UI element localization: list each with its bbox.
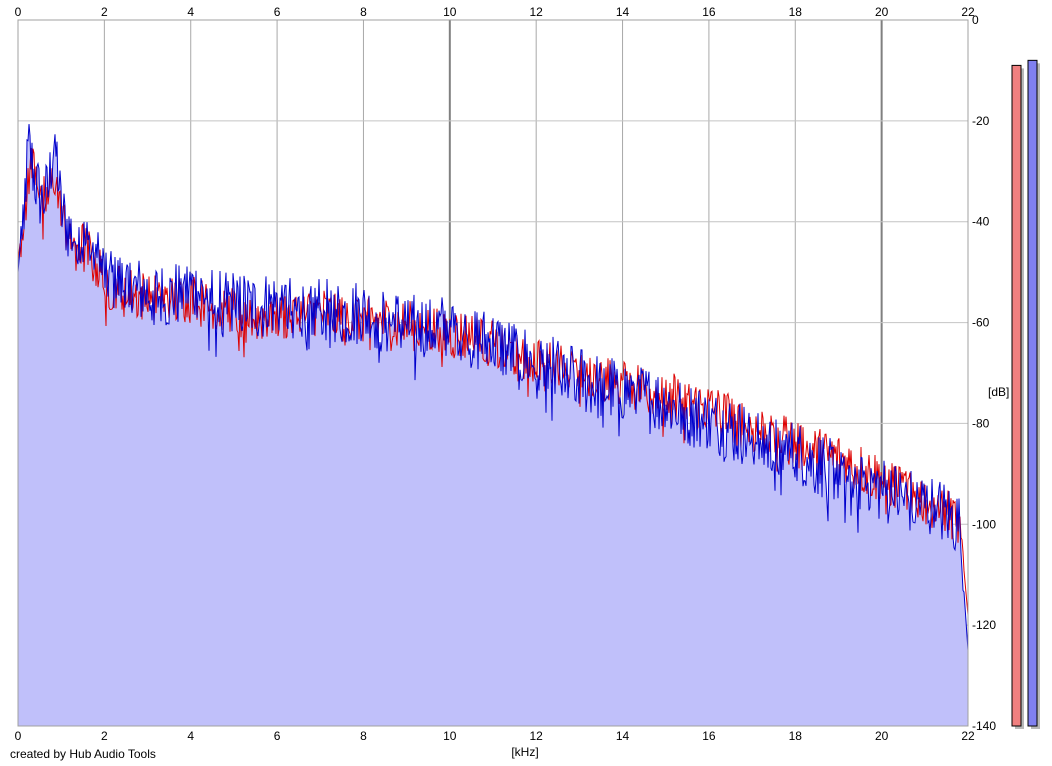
y-tick-label: -40	[972, 215, 990, 229]
level-meters	[1011, 59, 1040, 730]
y-tick-labels: 0 -20 -40 -60 -80 -100 -120 -140	[972, 13, 996, 733]
y-tick-label: -120	[972, 618, 996, 632]
credit-text: created by Hub Audio Tools	[10, 747, 156, 761]
spectrum-area-fill	[18, 124, 968, 727]
y-tick-label: -20	[972, 114, 990, 128]
level-meter-bar	[1011, 64, 1022, 727]
x-tick-label-bottom: 16	[702, 729, 716, 743]
x-tick-label-bottom: 14	[616, 729, 630, 743]
x-tick-label-bottom: 10	[443, 729, 457, 743]
x-tick-label-top: 14	[616, 5, 630, 19]
y-tick-label: -140	[972, 719, 996, 733]
y-axis-label: [dB]	[988, 385, 1009, 399]
plot-frame	[17, 19, 969, 727]
x-tick-label-top: 20	[875, 5, 889, 19]
y-tick-label: -100	[972, 517, 996, 531]
x-tick-label-bottom: 0	[15, 729, 22, 743]
x-tick-label-top: 10	[443, 5, 457, 19]
x-tick-labels-bottom: 0 2 4 6 8 10 12 14 16 18 20 22	[15, 729, 975, 743]
x-tick-label-bottom: 18	[789, 729, 803, 743]
x-tick-label-top: 2	[101, 5, 108, 19]
x-tick-label-bottom: 12	[530, 729, 544, 743]
blue-channel-line	[17, 124, 969, 651]
x-tick-label-bottom: 6	[274, 729, 281, 743]
x-tick-label-bottom: 2	[101, 729, 108, 743]
x-tick-label-bottom: 4	[187, 729, 194, 743]
x-tick-label-top: 8	[360, 5, 367, 19]
y-tick-label: -60	[972, 316, 990, 330]
x-tick-label-top: 0	[15, 5, 22, 19]
x-tick-label-top: 12	[530, 5, 544, 19]
x-tick-labels-top: 0 2 4 6 8 10 12 14 16 18 20 22	[15, 5, 975, 19]
x-tick-label-top: 4	[187, 5, 194, 19]
x-tick-label-top: 22	[961, 5, 975, 19]
level-meter-bar	[1027, 59, 1038, 727]
x-tick-label-top: 6	[274, 5, 281, 19]
y-tick-label: -80	[972, 416, 990, 430]
x-tick-label-bottom: 20	[875, 729, 889, 743]
x-tick-label-top: 16	[702, 5, 716, 19]
x-tick-label-bottom: 22	[961, 729, 975, 743]
x-tick-label-bottom: 8	[360, 729, 367, 743]
y-tick-label: 0	[972, 13, 979, 27]
x-axis-label: [kHz]	[511, 745, 538, 759]
x-tick-label-top: 18	[789, 5, 803, 19]
